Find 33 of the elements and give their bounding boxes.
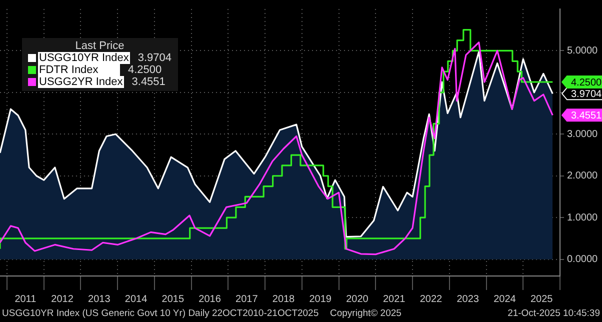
data-label: 4.2500 (571, 77, 602, 88)
text: Copyright© 2025 (330, 308, 402, 319)
text: 21-Oct-2025 10:45:39 (508, 308, 600, 319)
x-tick-label: 2017 (236, 294, 258, 305)
y-tick-label: 5.0000 (567, 45, 598, 56)
x-tick-label: 2023 (456, 294, 480, 305)
data-label: 3.4551 (571, 110, 602, 122)
x-tick-label: 2014 (124, 294, 148, 305)
legend-label: USGG10YR Index (38, 52, 130, 64)
x-tick-label: 2021 (382, 294, 406, 305)
legend-label: FDTR Index (38, 64, 120, 76)
x-tick-label: 2018 (272, 294, 296, 305)
text: USGG10YR Index (US Generic Govt 10 Yr) Daily 22OCT2010-21OCT2025 (2, 308, 319, 319)
x-tick-label: 2024 (494, 294, 516, 305)
text: 4.2500 (128, 64, 162, 76)
y-tick-label: 2.0000 (567, 170, 598, 182)
data-label: 3.9704 (571, 88, 602, 100)
x-tick-label: 2016 (198, 294, 222, 305)
x-tick-label: 2020 (346, 294, 369, 305)
y-tick-label: 0.0000 (567, 254, 598, 266)
y-tick-label: 1.0000 (567, 212, 598, 224)
x-tick-label: 2025 (530, 294, 554, 305)
legend-title: Last Price (74, 40, 126, 52)
x-tick-label: 2011 (14, 294, 37, 305)
y-tick-label: 3.0000 (567, 128, 598, 140)
x-tick-label: 2013 (88, 294, 111, 305)
x-tick-label: 2012 (51, 294, 74, 305)
text: 3.9704 (138, 52, 172, 64)
text: 3.4551 (132, 76, 166, 88)
x-tick-label: 2022 (420, 294, 443, 305)
legend-label: USGG2YR Index (38, 76, 124, 88)
x-tick-label: 2019 (309, 294, 332, 305)
x-tick-label: 2015 (162, 294, 184, 305)
